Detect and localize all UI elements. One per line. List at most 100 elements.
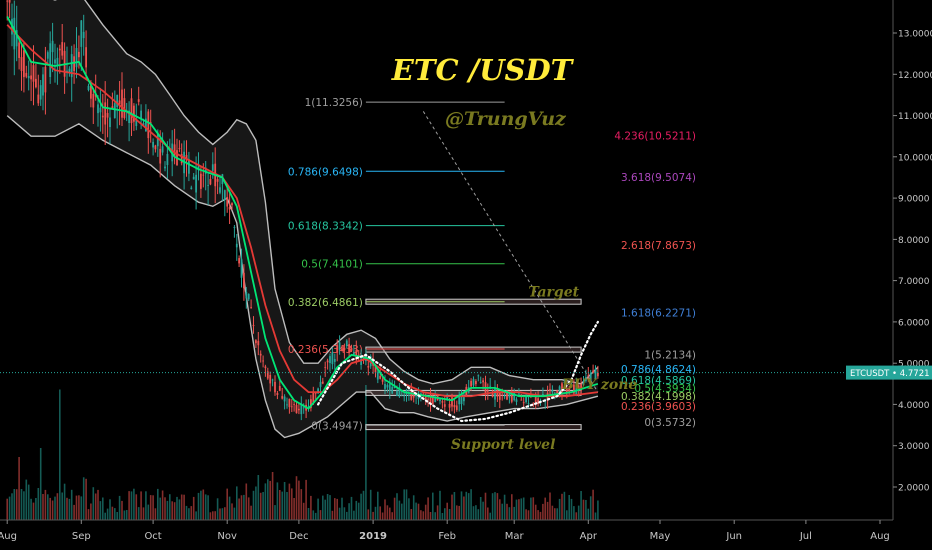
candle-body — [101, 115, 104, 118]
candle-body — [589, 372, 592, 382]
volume-bar — [379, 506, 381, 520]
volume-bar — [212, 511, 214, 520]
x-tick-label-12: Aug — [870, 531, 890, 542]
volume-bar — [446, 502, 448, 520]
candle-body — [283, 396, 286, 402]
projection-path — [317, 320, 599, 423]
candle-body — [391, 386, 394, 394]
volume-bar — [501, 503, 503, 520]
volume-bar — [398, 500, 401, 520]
candle-body — [506, 390, 508, 400]
volume-bar — [391, 512, 393, 520]
price-tag — [846, 365, 932, 380]
candle-body — [513, 392, 516, 401]
volume-bar — [192, 496, 195, 520]
volume-bar — [44, 489, 47, 520]
volume-bar — [302, 502, 305, 520]
volume-bar — [300, 489, 303, 520]
volume-bar — [441, 513, 444, 520]
volume-bar — [15, 489, 18, 520]
volume-bar — [157, 488, 159, 520]
volume-bar — [405, 489, 408, 520]
volume-bar — [161, 490, 164, 520]
volume-bar — [350, 496, 353, 520]
green-moving-average — [6, 16, 599, 410]
volume-bar — [489, 512, 491, 520]
volume-bar — [274, 505, 276, 520]
candle-body — [255, 340, 257, 344]
candle-body — [281, 396, 284, 399]
volume-bar — [236, 486, 238, 520]
volume-bar — [209, 512, 212, 520]
candle-body — [412, 392, 415, 398]
candle-body — [537, 398, 539, 404]
candle-body — [498, 392, 501, 400]
volume-bar — [479, 497, 482, 520]
volume-bar — [231, 503, 233, 520]
volume-bar — [475, 505, 477, 520]
candle-body — [18, 42, 20, 58]
volume-bar — [130, 491, 133, 520]
volume-bar — [92, 487, 95, 520]
fib-retracement-label-2: 0.618(8.3342) — [288, 221, 363, 233]
candle-body — [231, 203, 233, 206]
volume-bar — [147, 504, 150, 520]
candle-body — [314, 392, 317, 394]
candle-body — [54, 59, 56, 64]
volume-bar — [200, 490, 202, 520]
candle-body — [575, 384, 578, 395]
volume-bar — [288, 483, 291, 520]
candle-body — [97, 104, 99, 114]
candle-body — [479, 382, 482, 384]
fib-extension-label-9: 0.236(3.9603) — [621, 401, 696, 413]
volume-bar — [250, 505, 252, 520]
x-tick-label-9: May — [650, 531, 671, 542]
volume-bar — [377, 491, 379, 520]
volume-bar — [434, 512, 436, 520]
volume-bar — [341, 497, 343, 520]
volume-bar — [228, 496, 231, 520]
price-tag-label: ETCUSDT • 4.7721 — [850, 369, 930, 379]
volume-bar — [118, 495, 121, 520]
volume-bar — [56, 493, 59, 520]
volume-bar — [563, 491, 566, 520]
y-tick-label-1: 3.0000 — [898, 442, 930, 452]
volume-bar — [530, 497, 532, 520]
volume-bar — [183, 494, 185, 520]
volume-bar — [109, 499, 111, 520]
volume-bar — [238, 498, 240, 520]
volume-bar — [314, 512, 317, 520]
volume-bar — [424, 504, 427, 520]
volume-bar — [415, 502, 417, 520]
volume-bar — [365, 385, 367, 520]
volume-bars — [6, 385, 599, 520]
volume-bar — [82, 477, 85, 520]
volume-bar — [444, 508, 446, 520]
candle-body — [410, 391, 413, 400]
volume-bar — [295, 476, 298, 520]
volume-bar — [85, 478, 87, 520]
volume-bar — [68, 498, 71, 520]
candle-body — [252, 325, 255, 326]
candle-body — [324, 367, 327, 368]
candle-body — [75, 48, 78, 68]
volume-bar — [190, 506, 193, 520]
candle-body — [494, 387, 496, 400]
candle-body — [104, 102, 107, 125]
moving-averages — [6, 16, 599, 410]
volume-bar — [188, 508, 190, 520]
candle-body — [539, 400, 542, 402]
candle-body — [525, 396, 527, 403]
candle-body — [573, 384, 575, 394]
candle-body — [202, 174, 205, 176]
volume-bar — [329, 495, 331, 520]
candle-body — [491, 393, 494, 397]
volume-bar — [506, 503, 508, 520]
volume-bar — [580, 491, 582, 520]
volume-bar — [70, 489, 73, 520]
candle-body — [343, 347, 346, 350]
volume-bar — [104, 512, 106, 520]
volume-bar — [291, 488, 293, 520]
candle-body — [37, 94, 40, 104]
candle-body — [556, 390, 559, 394]
